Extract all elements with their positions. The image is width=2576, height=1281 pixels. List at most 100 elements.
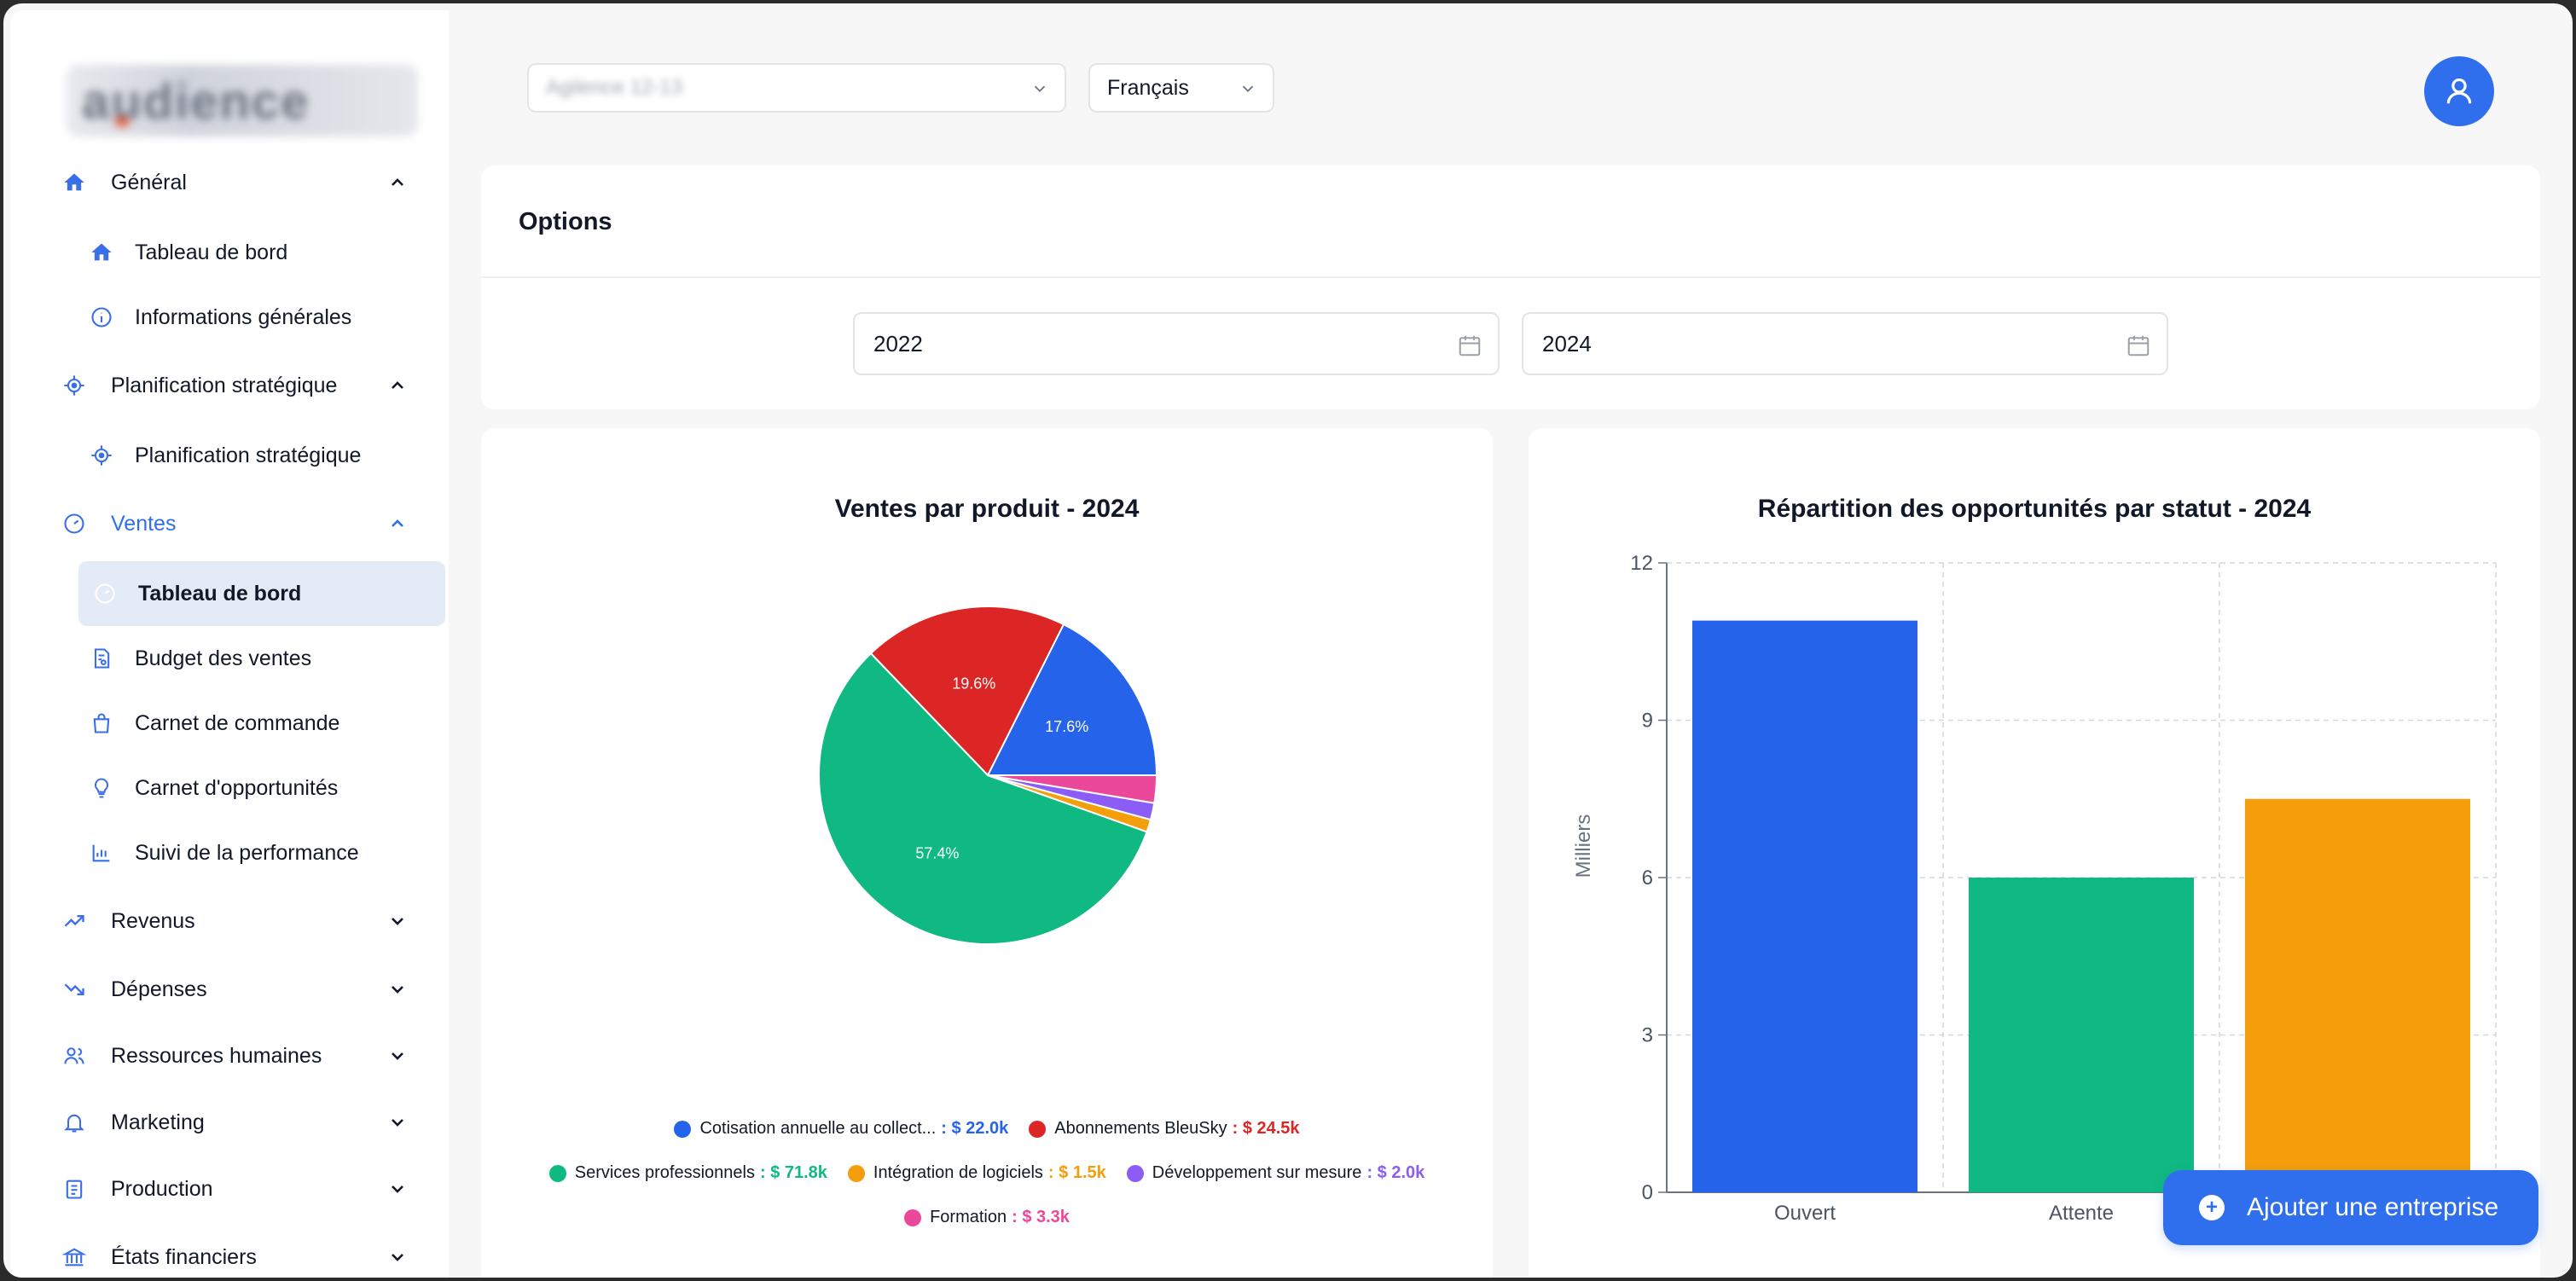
pie-slice[interactable] (869, 606, 1065, 777)
legend-item[interactable]: Abonnements BleuSky : $ 24.5k (1029, 1119, 1300, 1139)
lightbulb-icon (89, 775, 114, 801)
sidebar-item-label: Carnet de commande (135, 710, 340, 735)
sidebar-section-marketing[interactable]: Marketing (61, 1090, 428, 1155)
bar-chart-title: Répartition des opportunités par statut … (1757, 495, 2312, 523)
clipboard-icon (61, 1176, 87, 1202)
chevron-down-icon (392, 986, 403, 994)
sidebar-item-label: Suivi de la performance (135, 840, 359, 865)
chevron-down-icon (392, 1052, 403, 1060)
chevron-down-icon (392, 918, 403, 925)
y-tick-label: 9 (1642, 710, 1653, 733)
sidebar-section-strategic[interactable]: Planification stratégique (61, 353, 428, 418)
sidebar-item-sales-budget[interactable]: Budget des ventes (89, 626, 444, 691)
sidebar-item-general-dashboard[interactable]: Tableau de bord (89, 220, 444, 285)
legend-item[interactable]: Services professionnels : $ 71.8k (548, 1163, 827, 1183)
legend-swatch (847, 1164, 865, 1182)
sidebar-section-general[interactable]: Général (61, 150, 428, 215)
sidebar-section-production[interactable]: Production (61, 1156, 428, 1221)
chevron-up-icon (392, 178, 403, 186)
pie-legend-row-3: Formation : $ 3.3k (481, 1208, 1493, 1227)
sidebar-item-label: Tableau de bord (135, 240, 288, 264)
sidebar-section-label: Ressources humaines (111, 1043, 322, 1068)
chevron-down-icon (392, 1185, 403, 1193)
legend-item[interactable]: Formation : $ 3.3k (904, 1208, 1070, 1227)
user-avatar-button[interactable] (2424, 56, 2494, 126)
legend-item[interactable]: Développement sur mesure : $ 2.0k (1126, 1163, 1425, 1183)
sidebar-item-sales-orders[interactable]: Carnet de commande (89, 691, 444, 756)
sidebar-section-label: Marketing (111, 1110, 205, 1134)
user-icon (2446, 78, 2472, 104)
legend-label: Services professionnels (574, 1163, 755, 1182)
sidebar-section-expenses[interactable]: Dépenses (61, 957, 428, 1022)
legend-sep: : (1366, 1163, 1378, 1182)
sidebar-section-hr[interactable]: Ressources humaines (61, 1023, 428, 1088)
legend-value: $ 71.8k (770, 1163, 827, 1182)
legend-value: $ 2.0k (1377, 1163, 1425, 1182)
legend-value: $ 22.0k (951, 1119, 1009, 1138)
users-icon (61, 1043, 87, 1069)
pie-slice[interactable] (986, 623, 1158, 776)
legend-value: $ 1.5k (1059, 1163, 1106, 1182)
language-select-value: Français (1107, 75, 1189, 100)
bar[interactable] (1969, 878, 2194, 1192)
sidebar-section-label: Dépenses (111, 977, 207, 1001)
sidebar-item-label: Tableau de bord (138, 581, 302, 606)
start-year-value: 2022 (873, 330, 923, 356)
legend-label: Abonnements BleuSky (1054, 1119, 1227, 1138)
sidebar-item-strategic-planning[interactable]: Planification stratégique (89, 423, 444, 488)
pie-slice[interactable] (987, 774, 1158, 804)
bell-icon (61, 1110, 87, 1135)
sidebar: audience Général Tableau de bord Informa… (10, 10, 449, 1278)
pie-chart-title: Ventes par produit - 2024 (834, 495, 1140, 523)
shopping-bag-icon (89, 710, 114, 736)
legend-item[interactable]: Intégration de logiciels : $ 1.5k (847, 1163, 1106, 1183)
sidebar-item-sales-dashboard[interactable]: Tableau de bord (78, 561, 445, 626)
legend-swatch (548, 1164, 566, 1182)
y-tick-label: 0 (1642, 1181, 1653, 1204)
company-select[interactable]: Agilence 12-13 (527, 63, 1066, 113)
sidebar-section-label: Général (111, 170, 187, 194)
bar[interactable] (1692, 620, 1917, 1192)
legend-sep: : (759, 1163, 771, 1182)
info-icon (89, 304, 114, 330)
sidebar-item-label: Budget des ventes (135, 646, 312, 670)
sidebar-item-sales-performance[interactable]: Suivi de la performance (89, 820, 444, 885)
end-year-input[interactable]: 2024 (1522, 312, 2168, 375)
sidebar-section-financial-statements[interactable]: États financiers (61, 1225, 428, 1278)
y-axis-label: Milliers (1572, 814, 1595, 878)
options-title: Options (519, 208, 612, 235)
legend-item[interactable]: Cotisation annuelle au collect... : $ 22… (674, 1119, 1008, 1139)
chevron-up-icon (392, 381, 403, 389)
legend-swatch (904, 1209, 922, 1226)
plus-circle-icon: + (2199, 1195, 2225, 1220)
sidebar-item-sales-opportunities[interactable]: Carnet d'opportunités (89, 756, 444, 820)
chevron-up-icon (392, 519, 403, 527)
language-select[interactable]: Français (1088, 63, 1274, 113)
pie-legend-row-2: Services professionnels : $ 71.8k Intégr… (481, 1163, 1493, 1183)
app-window: audience Général Tableau de bord Informa… (3, 3, 2573, 1278)
sidebar-section-revenue[interactable]: Revenus (61, 889, 428, 954)
pie-chart: 17.6% 19.6% 57.4% (818, 606, 1158, 945)
sidebar-item-general-info[interactable]: Informations générales (89, 285, 444, 350)
sidebar-section-label: Production (111, 1176, 213, 1201)
end-year-value: 2024 (1542, 330, 1592, 356)
pie-slice-label: 17.6% (1045, 718, 1088, 735)
legend-label: Cotisation annuelle au collect... (699, 1119, 937, 1138)
legend-label: Développement sur mesure (1152, 1163, 1362, 1182)
sidebar-section-label: États financiers (111, 1244, 257, 1269)
sidebar-section-sales[interactable]: Ventes (61, 491, 428, 556)
x-tick-label: Attente (2049, 1202, 2114, 1225)
legend-swatch (1126, 1164, 1144, 1182)
trending-down-icon (61, 977, 87, 1002)
add-company-button[interactable]: + Ajouter une entreprise (2163, 1170, 2538, 1245)
document-search-icon (89, 646, 114, 671)
pie-slice[interactable] (818, 652, 1148, 945)
pie-slice-label: 19.6% (952, 675, 995, 692)
legend-sep: : (1047, 1163, 1059, 1182)
legend-sep: : (1012, 1208, 1023, 1226)
start-year-input[interactable]: 2022 (853, 312, 1500, 375)
gauge-icon (61, 511, 87, 536)
bar[interactable] (2245, 798, 2470, 1192)
home-icon (89, 240, 114, 265)
brand-logo[interactable]: audience (67, 65, 418, 136)
